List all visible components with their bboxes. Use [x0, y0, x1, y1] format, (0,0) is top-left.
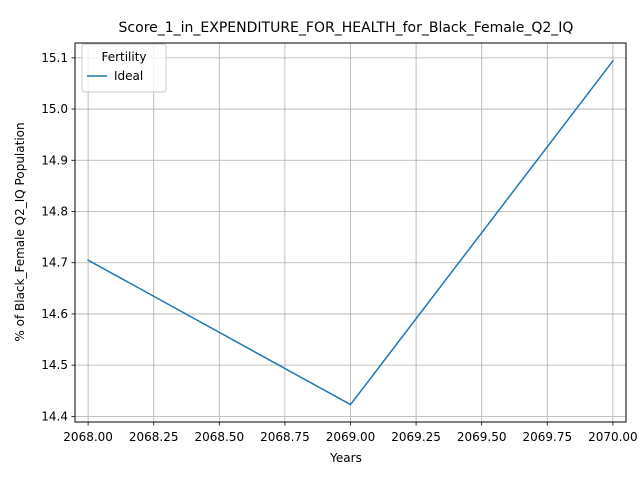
chart-title: Score_1_in_EXPENDITURE_FOR_HEALTH_for_Bl…: [119, 20, 574, 36]
grid-lines: [75, 43, 626, 422]
y-tick-label: 15.1: [41, 51, 68, 65]
legend-title: Fertility: [101, 50, 146, 64]
x-tick-label: 2069.25: [391, 430, 441, 444]
x-tick-label: 2070.00: [588, 430, 638, 444]
legend-series-label: Ideal: [114, 69, 143, 83]
y-tick-label: 15.0: [41, 102, 68, 116]
axis-ticks: [71, 57, 614, 426]
series-line-ideal: [87, 59, 614, 406]
axis-tick-labels: 2068.00 2068.25 2068.50 2068.75 2069.00 2069.…: [41, 51, 637, 444]
legend-box: [81, 43, 167, 93]
y-axis-label: % of Black_Female Q2_IQ Population: [13, 122, 27, 341]
x-tick-label: 2068.75: [260, 430, 310, 444]
x-tick-label: 2069.50: [457, 430, 507, 444]
x-tick-label: 2069.75: [522, 430, 572, 444]
x-tick-label: 2068.00: [63, 430, 113, 444]
legend: Fertility Ideal: [81, 43, 167, 93]
y-tick-label: 14.5: [41, 358, 68, 372]
y-tick-label: 14.4: [41, 409, 68, 423]
y-tick-label: 14.9: [41, 153, 68, 167]
series-lines: [87, 59, 614, 406]
x-tick-label: 2068.50: [194, 430, 244, 444]
y-tick-label: 14.7: [41, 256, 68, 270]
x-tick-label: 2068.25: [129, 430, 179, 444]
x-axis-label: Years: [329, 451, 362, 465]
y-tick-label: 14.8: [41, 205, 68, 219]
y-tick-label: 14.6: [41, 307, 68, 321]
x-tick-label: 2069.00: [326, 430, 376, 444]
